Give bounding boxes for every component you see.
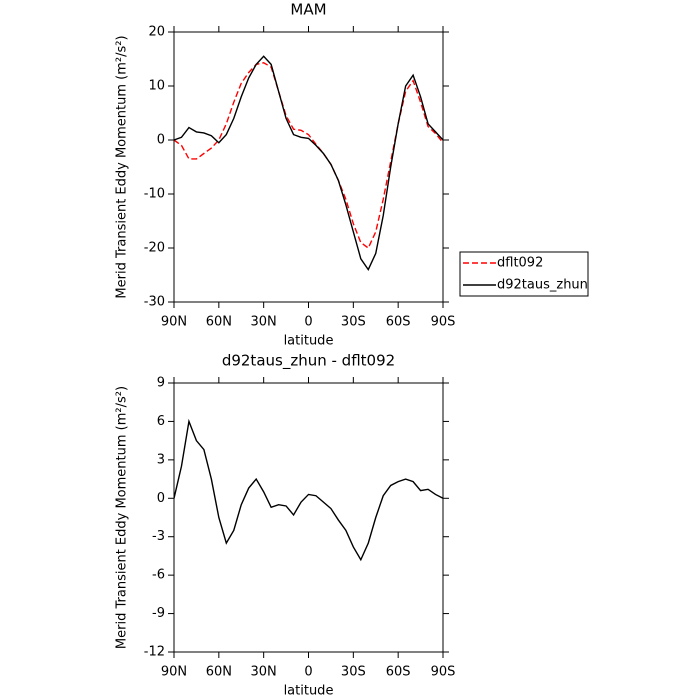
y-tick-label: -9 <box>152 606 165 621</box>
y-tick-label: -20 <box>144 241 165 256</box>
x-tick-label: 60N <box>206 315 232 330</box>
y-axis-label: Merid Transient Eddy Momentum (m²/s²) <box>115 386 130 649</box>
y-tick-label: -10 <box>144 187 165 202</box>
plot-frame <box>173 382 444 653</box>
x-tick-label: 90N <box>161 665 187 680</box>
y-tick-label: 20 <box>148 25 165 40</box>
x-tick-label: 60S <box>386 665 411 680</box>
x-tick-label: 0 <box>304 665 312 680</box>
y-tick-label: 0 <box>157 491 165 506</box>
y-tick-label: 0 <box>157 133 165 148</box>
x-tick-label: 30S <box>341 665 366 680</box>
line-series <box>173 418 444 562</box>
line-series <box>173 55 444 272</box>
y-tick-label: -12 <box>144 645 165 660</box>
plot-frame <box>173 31 444 303</box>
y-tick-label: 3 <box>157 452 165 467</box>
legend-label: d92taus_zhun <box>497 278 588 293</box>
x-tick-label: 90N <box>161 315 187 330</box>
line-series <box>173 62 444 250</box>
y-tick-label: 10 <box>148 79 165 94</box>
y-tick-label: -6 <box>152 568 165 583</box>
x-tick-label: 90S <box>431 665 456 680</box>
y-axis-label: Merid Transient Eddy Momentum (m²/s²) <box>115 35 130 298</box>
y-tick-label: -30 <box>144 295 165 310</box>
y-tick-label: 6 <box>157 414 165 429</box>
x-tick-label: 30N <box>251 315 277 330</box>
legend-label: dflt092 <box>497 256 543 271</box>
y-tick-label: 9 <box>157 376 165 391</box>
x-tick-label: 0 <box>304 315 312 330</box>
x-axis-label: latitude <box>284 334 334 349</box>
x-tick-label: 30N <box>251 665 277 680</box>
x-tick-label: 60N <box>206 665 232 680</box>
legend-box <box>459 251 589 297</box>
x-tick-label: 30S <box>341 315 366 330</box>
x-tick-label: 60S <box>386 315 411 330</box>
x-axis-label: latitude <box>284 684 334 699</box>
y-tick-label: -3 <box>152 529 165 544</box>
x-tick-label: 90S <box>431 315 456 330</box>
chart-title: MAM <box>290 1 326 19</box>
chart-title: d92taus_zhun - dflt092 <box>222 352 395 371</box>
